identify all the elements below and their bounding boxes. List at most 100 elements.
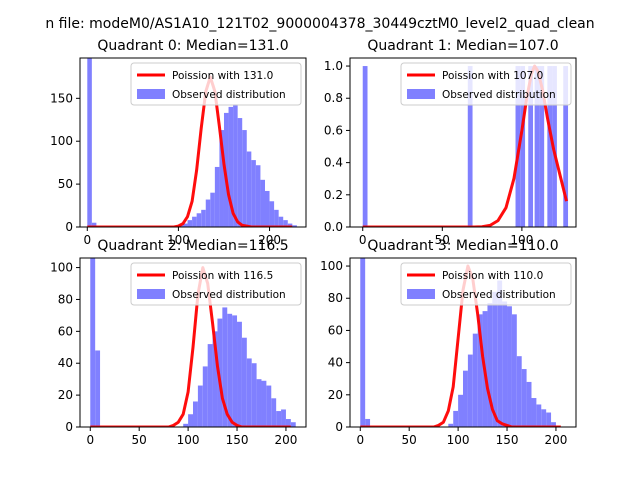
histogram-bar [207, 344, 213, 427]
x-tick-label: 200 [274, 433, 297, 447]
histogram-bar [534, 66, 540, 227]
histogram-bar [563, 66, 569, 227]
y-tick-label: 100 [320, 259, 343, 273]
chart-panel-top-left: 0 100 200 0 50 100 150 Quadrant 0: Median=131.0… [50, 38, 307, 247]
y-tick-label: 0 [65, 420, 73, 434]
y-tick-label: 100 [50, 261, 73, 275]
y-tick-label: 40 [328, 356, 343, 370]
y-tick-label: 0.8 [324, 91, 343, 105]
histogram-bar [242, 130, 247, 227]
histogram-bar [232, 315, 238, 427]
histogram-bar [526, 381, 532, 427]
histogram-bar [497, 280, 503, 427]
legend-bar-swatch [137, 289, 165, 299]
histogram-bar [227, 313, 233, 427]
histogram-bar [448, 423, 454, 427]
legend-bar-swatch [407, 89, 435, 99]
legend-label-observed: Observed distribution [172, 289, 286, 301]
histogram-bar [516, 356, 522, 427]
legend-label-poisson: Poission with 116.5 [172, 270, 273, 282]
histogram-bar [276, 411, 282, 427]
histogram-bar [95, 350, 101, 427]
y-tick-label: 60 [58, 324, 73, 338]
chart-panel-bottom-right: 0 50 100 150 200 0 20 40 60 80 100 Quadrant 3: Medi… [320, 238, 577, 447]
x-tick-label: 150 [496, 433, 519, 447]
legend-label-poisson: Poission with 110.0 [442, 270, 543, 282]
y-tick-label: 50 [58, 177, 73, 191]
x-tick-label: 100 [447, 433, 470, 447]
histogram-bar [536, 404, 542, 427]
histogram-bar [546, 412, 552, 427]
histogram-bar [463, 370, 468, 427]
x-tick-label: 0 [356, 433, 364, 447]
legend-label-observed: Observed distribution [442, 289, 556, 301]
chart-panel-top-right: 0 50 100 0.0 0.2 0.4 0.6 0.8 1.0 Quadrant 1: Medi… [324, 38, 577, 247]
histogram-bar [520, 66, 526, 227]
histogram-bar [237, 321, 242, 427]
histogram-bar [551, 422, 556, 427]
histogram-bar [193, 401, 198, 427]
histogram-bar [214, 166, 220, 227]
histogram-bar [292, 225, 297, 227]
histogram-bar [531, 398, 537, 427]
histogram-bar [287, 223, 293, 227]
y-tick-label: 150 [50, 91, 73, 105]
histogram-bar [281, 409, 286, 427]
figure-suptitle: n file: modeM0/AS1A10_121T02_9000004378_… [45, 16, 594, 32]
histogram-bar [188, 414, 193, 427]
histogram-bar [219, 130, 224, 227]
histogram-bar [541, 409, 547, 427]
histogram-bar [251, 160, 256, 227]
histogram-bar [274, 209, 279, 227]
poisson-line [90, 266, 291, 427]
histogram-bar [458, 394, 463, 427]
histogram-bars [90, 258, 296, 427]
histogram-bar [285, 419, 291, 427]
histogram-bar [192, 216, 197, 227]
chart-panel-bottom-left: 0 50 100 150 200 0 20 40 60 80 100 Quadrant 2: Medi… [50, 238, 307, 447]
histogram-bar [261, 380, 267, 427]
y-tick-label: 1.0 [324, 59, 343, 73]
x-tick-label: 100 [177, 433, 200, 447]
histogram-bar [467, 354, 473, 427]
histogram-bar [246, 358, 252, 427]
histogram-bar [472, 333, 478, 427]
histogram-bar [187, 220, 193, 227]
x-tick-label: 0 [83, 233, 91, 247]
histogram-bar [511, 314, 517, 427]
histogram-bar [521, 369, 527, 427]
panel-title: Quadrant 2: Median=116.5 [97, 238, 288, 254]
legend-bar-swatch [407, 289, 435, 299]
histogram-bar [91, 222, 97, 227]
panel-title: Quadrant 1: Median=107.0 [367, 38, 558, 54]
y-tick-label: 0.4 [324, 156, 343, 170]
axes-frame [349, 257, 577, 428]
legend-label-observed: Observed distribution [172, 89, 286, 101]
histogram-bar [360, 258, 366, 427]
y-tick-label: 0.2 [324, 188, 343, 202]
histogram-bar [266, 385, 272, 427]
histogram-bar [196, 213, 202, 227]
histogram-bar [233, 104, 238, 227]
panel-title: Quadrant 0: Median=131.0 [97, 38, 288, 54]
histogram-bar [241, 337, 247, 427]
legend: Poission with 110.0 Observed distribution [400, 262, 572, 306]
x-tick-label: 100 [510, 233, 533, 247]
x-tick-label: 50 [132, 433, 147, 447]
y-tick-label: 20 [58, 388, 73, 402]
legend-label-observed: Observed distribution [442, 89, 556, 101]
histogram-bars [360, 258, 556, 427]
histogram-bar [212, 331, 218, 427]
histogram-bar [183, 423, 189, 427]
axes-frame [79, 257, 307, 428]
histogram-bar [202, 366, 208, 427]
histogram-bar [90, 258, 96, 427]
legend: Poission with 131.0 Observed distribution [130, 62, 302, 106]
legend-label-poisson: Poission with 131.0 [172, 70, 273, 82]
x-tick-label: 150 [226, 433, 249, 447]
axes-frame [349, 57, 577, 228]
y-tick-label: 0.0 [324, 220, 343, 234]
histogram-bar [539, 66, 545, 227]
legend-box [400, 62, 572, 106]
